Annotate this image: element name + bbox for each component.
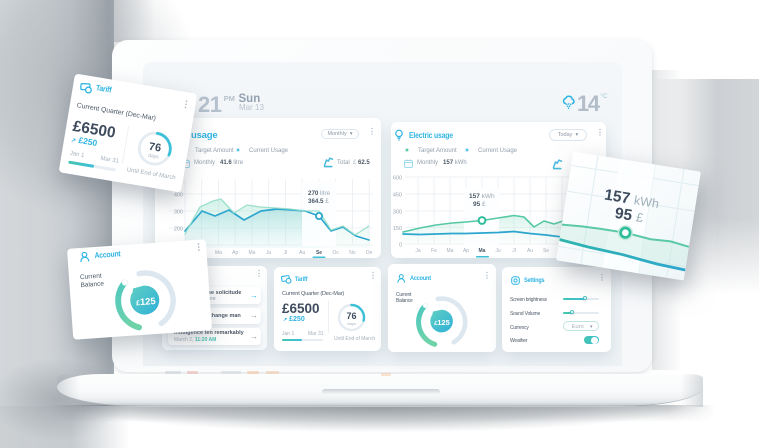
svg-text:76: 76 <box>148 141 162 155</box>
svg-text:Ap: Ap <box>232 250 238 256</box>
svg-text:Fe: Fe <box>431 248 437 254</box>
svg-text:Oc: Oc <box>333 250 340 256</box>
svg-text:150: 150 <box>393 226 402 232</box>
svg-text:200: 200 <box>174 227 183 233</box>
svg-text:Jl: Jl <box>284 250 288 256</box>
svg-text:£125: £125 <box>136 295 156 307</box>
svg-text:No: No <box>349 250 356 256</box>
svg-text:Ma: Ma <box>249 250 256 256</box>
svg-text:Ju: Ju <box>495 248 501 254</box>
svg-text:0: 0 <box>399 243 402 249</box>
svg-text:Au: Au <box>299 250 305 256</box>
svg-text:157 kWh: 157 kWh <box>469 193 495 200</box>
svg-text:Ma: Ma <box>215 250 222 256</box>
svg-text:270 litre: 270 litre <box>308 190 331 197</box>
svg-text:days: days <box>347 321 355 326</box>
svg-text:days: days <box>148 153 160 161</box>
svg-text:450: 450 <box>393 193 402 199</box>
svg-text:Jl: Jl <box>512 248 516 254</box>
svg-text:Ap: Ap <box>463 248 469 254</box>
svg-text:Ma: Ma <box>479 248 486 254</box>
svg-text:364.5 £: 364.5 £ <box>308 198 329 205</box>
svg-text:95 £: 95 £ <box>614 205 645 226</box>
svg-text:De: De <box>366 250 373 256</box>
svg-text:Ma: Ma <box>447 248 454 254</box>
svg-text:Ja: Ja <box>415 248 421 254</box>
svg-text:Se: Se <box>543 248 549 254</box>
svg-text:£125: £125 <box>434 318 450 327</box>
svg-text:95 £: 95 £ <box>473 201 486 208</box>
svg-text:600: 600 <box>393 176 402 182</box>
svg-text:Ju: Ju <box>266 250 272 256</box>
svg-text:300: 300 <box>174 210 183 216</box>
svg-text:Se: Se <box>316 250 322 256</box>
svg-text:Au: Au <box>527 248 533 254</box>
svg-text:400: 400 <box>174 193 183 199</box>
svg-text:300: 300 <box>393 210 402 216</box>
svg-text:76: 76 <box>346 311 356 321</box>
